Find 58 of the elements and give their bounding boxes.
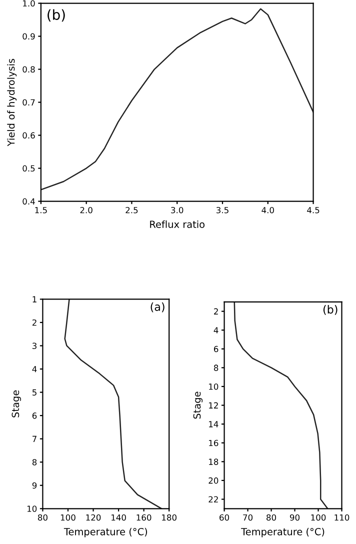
y-tick-label: 6 [214, 346, 218, 352]
x-tick-label: 60 [220, 514, 230, 521]
y-tick-label: 3 [32, 342, 36, 350]
y-axis-title: Stage [12, 390, 22, 418]
annotation: (a) [150, 302, 164, 312]
y-axis-title: Yield of hydrolysis [7, 58, 17, 146]
y-tick-label: 18 [209, 458, 218, 465]
annotation: (b) [48, 9, 65, 22]
y-tick-label: 0.4 [22, 198, 35, 205]
line-series [40, 8, 314, 190]
line-series [64, 299, 162, 509]
annotation: (b) [323, 305, 338, 315]
y-tick-label: 20 [208, 477, 218, 484]
y-tick-label: 6 [32, 412, 37, 419]
y-tick-label: 10 [209, 383, 218, 390]
x-tick-label: 2.0 [80, 206, 92, 214]
y-tick-label: 16 [209, 440, 218, 446]
y-tick-label: 7 [32, 436, 36, 442]
y-tick-label: 1.0 [23, 0, 35, 7]
x-tick-label: 110 [334, 514, 350, 521]
y-tick-label: 22 [208, 496, 218, 502]
y-tick-label: 0.9 [22, 33, 35, 40]
x-tick-label: 80 [38, 514, 48, 521]
y-tick-label: 12 [209, 402, 218, 408]
x-tick-label: 3.5 [216, 206, 228, 214]
x-tick-label: 160 [136, 514, 152, 521]
x-tick-label: 100 [60, 514, 76, 521]
x-tick-label: 4.5 [307, 207, 320, 214]
x-tick-label: 100 [311, 514, 326, 521]
x-tick-label: 120 [86, 514, 101, 521]
x-axis-title: Temperature (°C) [241, 528, 324, 538]
x-tick-label: 2.5 [126, 206, 138, 214]
y-tick-label: 8 [32, 459, 37, 466]
x-tick-label: 180 [162, 514, 176, 521]
x-axis-title: Temperature (°C) [64, 528, 148, 538]
y-tick-label: 8 [214, 364, 218, 371]
y-tick-label: 0.5 [22, 165, 35, 172]
y-tick-label: 14 [209, 421, 218, 428]
y-tick-label: 0.6 [22, 132, 35, 139]
y-tick-label: 5 [32, 389, 36, 396]
x-tick-label: 3.0 [171, 206, 184, 214]
y-tick-label: 4 [32, 366, 37, 372]
y-tick-label: 9 [32, 482, 37, 489]
x-tick-label: 1.5 [35, 207, 47, 214]
y-tick-label: 0.8 [22, 66, 35, 73]
y-tick-label: 10 [27, 506, 37, 512]
x-tick-label: 90 [290, 514, 300, 521]
x-tick-label: 70 [243, 514, 253, 521]
y-axis-title: Stage [193, 392, 203, 419]
y-tick-label: 2 [214, 308, 218, 314]
y-tick-label: 0.7 [22, 99, 35, 106]
y-tick-label: 1 [32, 296, 36, 302]
x-tick-label: 4.0 [262, 206, 274, 214]
y-tick-label: 2 [32, 319, 36, 326]
x-axis-title: Reflux ratio [150, 220, 204, 228]
y-tick-label: 4 [214, 327, 218, 334]
x-tick-label: 80 [266, 514, 276, 521]
x-tick-label: 140 [112, 514, 126, 521]
